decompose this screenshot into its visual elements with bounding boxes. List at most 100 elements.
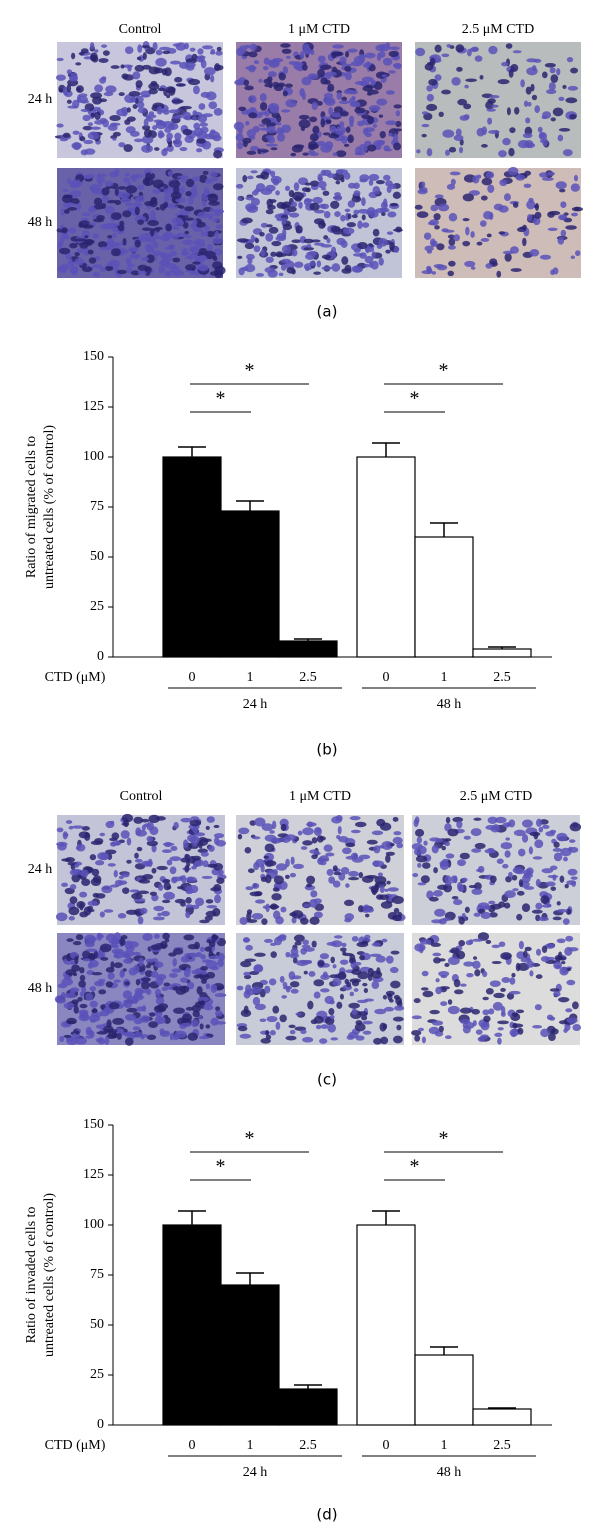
cell bbox=[181, 111, 192, 120]
cell bbox=[245, 886, 254, 891]
cell bbox=[436, 243, 445, 251]
cell bbox=[134, 206, 140, 216]
cell bbox=[82, 224, 94, 229]
cell bbox=[99, 77, 107, 84]
cell bbox=[327, 1023, 336, 1033]
cell bbox=[125, 202, 134, 207]
cell bbox=[372, 185, 381, 195]
cell bbox=[362, 982, 368, 987]
cell bbox=[83, 175, 92, 180]
cell bbox=[501, 1006, 506, 1015]
cell bbox=[285, 858, 290, 868]
cell bbox=[143, 118, 149, 127]
cell bbox=[90, 1012, 103, 1018]
cell bbox=[157, 1016, 166, 1024]
cell bbox=[206, 230, 215, 238]
cell bbox=[292, 957, 298, 964]
cell bbox=[266, 1015, 278, 1023]
cell bbox=[547, 211, 555, 218]
cell bbox=[191, 1004, 202, 1013]
y-tick-label: 100 bbox=[83, 1217, 104, 1232]
cell bbox=[233, 121, 245, 131]
cell bbox=[105, 966, 115, 973]
cell bbox=[348, 957, 357, 964]
cell bbox=[486, 108, 496, 112]
bar bbox=[220, 1284, 280, 1426]
cell bbox=[261, 918, 268, 926]
cell bbox=[351, 1008, 358, 1016]
cell bbox=[197, 1015, 203, 1020]
cell bbox=[205, 825, 210, 830]
cell bbox=[238, 106, 247, 112]
cell bbox=[136, 877, 141, 882]
cell bbox=[392, 836, 403, 845]
cell bbox=[465, 226, 470, 236]
cell bbox=[333, 935, 343, 939]
cell bbox=[414, 943, 426, 952]
cell bbox=[285, 874, 290, 879]
cell bbox=[201, 200, 207, 207]
cell bbox=[128, 91, 141, 97]
cell bbox=[342, 227, 355, 235]
cell bbox=[266, 224, 273, 228]
cell bbox=[167, 122, 179, 131]
cell bbox=[378, 894, 390, 900]
cell bbox=[319, 953, 330, 960]
cell bbox=[371, 830, 384, 836]
cell bbox=[415, 47, 426, 57]
cell bbox=[557, 236, 565, 245]
cell bbox=[113, 979, 122, 983]
cell bbox=[61, 194, 73, 203]
cell bbox=[431, 1020, 444, 1026]
cell bbox=[260, 188, 273, 195]
cell bbox=[279, 975, 285, 983]
cell bbox=[423, 232, 432, 240]
cell bbox=[340, 240, 348, 248]
micrograph bbox=[411, 932, 582, 1045]
cell bbox=[110, 248, 122, 257]
cell bbox=[502, 863, 509, 869]
cell bbox=[298, 119, 311, 129]
cell bbox=[433, 867, 438, 874]
cell bbox=[205, 899, 214, 904]
cell bbox=[344, 51, 350, 58]
cell bbox=[114, 168, 120, 175]
cell bbox=[521, 903, 531, 912]
cell bbox=[572, 1023, 582, 1032]
cell bbox=[331, 263, 341, 272]
cell bbox=[104, 180, 114, 187]
cell bbox=[131, 892, 143, 900]
cell bbox=[235, 183, 244, 189]
cell bbox=[205, 910, 217, 917]
cell bbox=[102, 50, 110, 56]
cell bbox=[371, 942, 382, 947]
cell bbox=[458, 884, 464, 892]
cell bbox=[131, 177, 138, 182]
cell bbox=[456, 820, 463, 829]
cell bbox=[166, 144, 174, 152]
cell bbox=[208, 101, 218, 110]
cell bbox=[426, 265, 432, 272]
cell bbox=[259, 92, 267, 102]
cell bbox=[246, 909, 253, 915]
cell bbox=[100, 943, 112, 953]
cell bbox=[546, 89, 557, 95]
cell bbox=[298, 201, 303, 209]
cell bbox=[264, 83, 273, 88]
cell bbox=[163, 201, 169, 208]
cell bbox=[268, 226, 279, 234]
cell bbox=[160, 910, 170, 917]
cell bbox=[306, 822, 317, 827]
cell bbox=[565, 97, 578, 104]
cell bbox=[313, 911, 323, 919]
cell bbox=[515, 174, 526, 181]
cell bbox=[326, 868, 334, 876]
cell bbox=[414, 848, 422, 856]
cell bbox=[546, 1014, 554, 1021]
cell bbox=[366, 207, 376, 215]
cell bbox=[146, 248, 155, 253]
cell bbox=[552, 267, 559, 275]
cell bbox=[447, 1005, 460, 1015]
cell bbox=[561, 961, 566, 965]
